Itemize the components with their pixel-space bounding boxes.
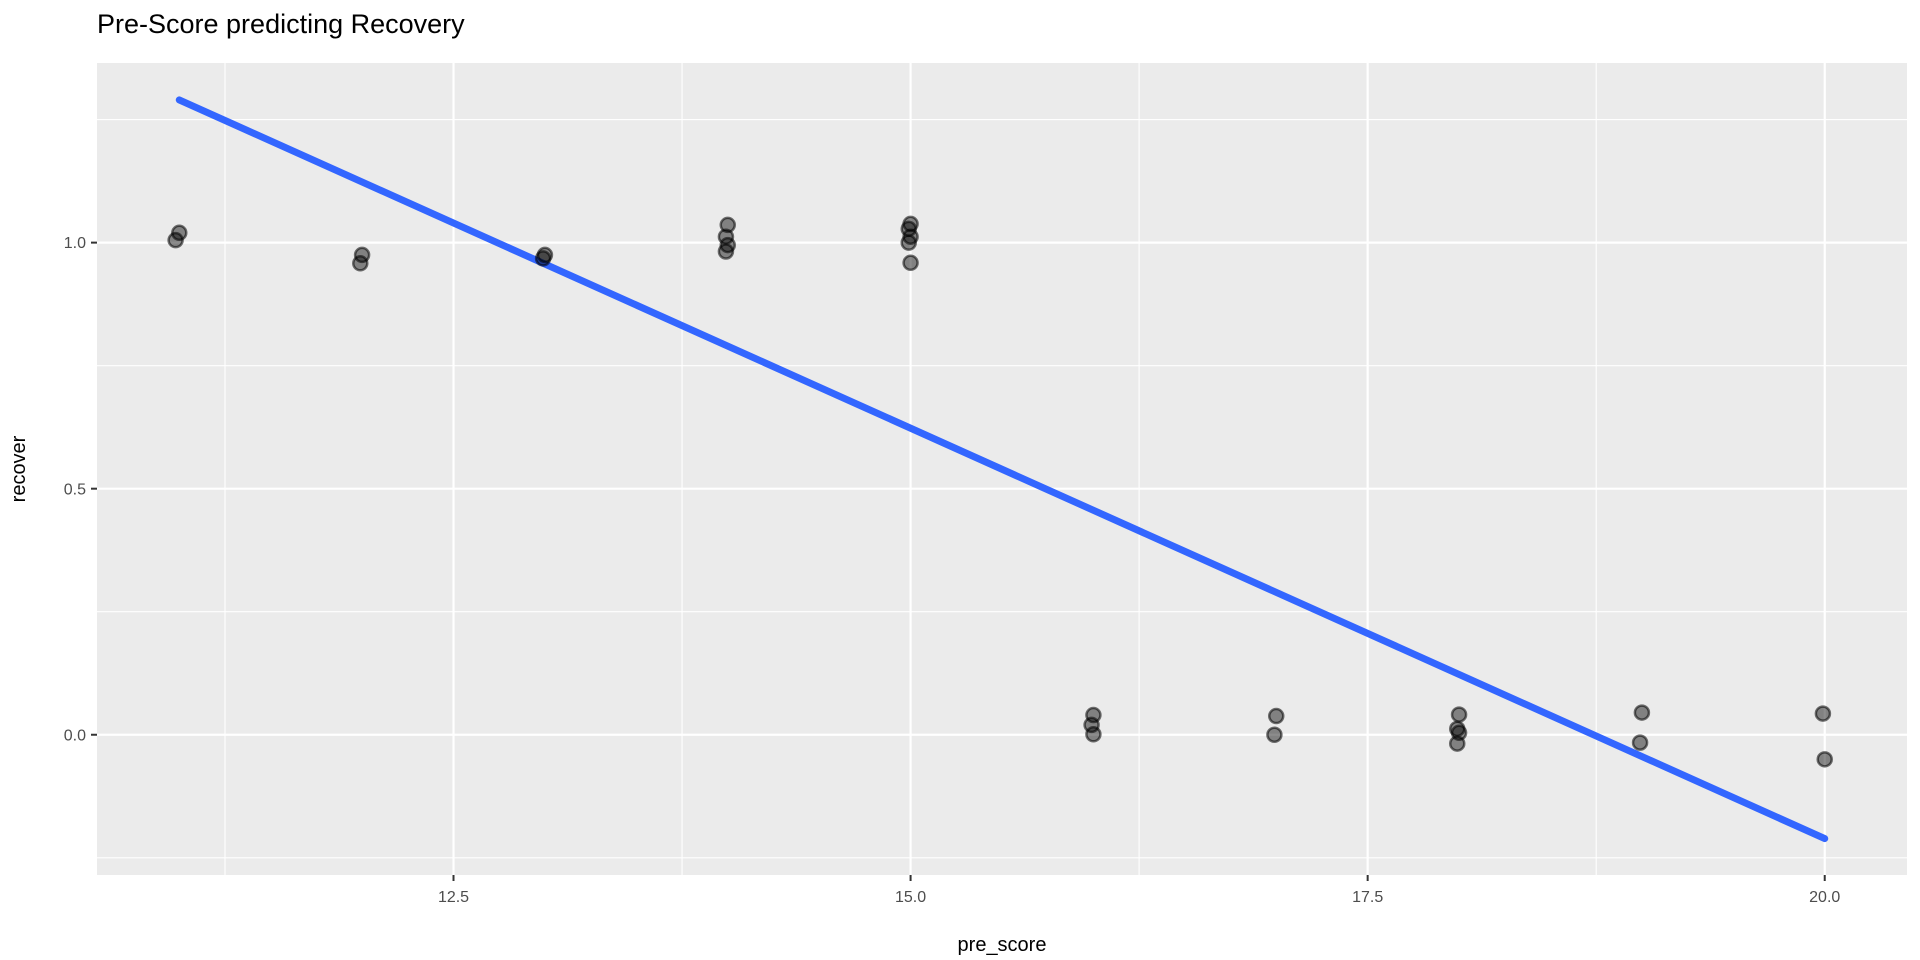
data-point bbox=[719, 216, 737, 234]
x-tick-label: 15.0 bbox=[895, 889, 926, 906]
data-point bbox=[1814, 705, 1832, 722]
data-point bbox=[902, 254, 919, 272]
data-point bbox=[1448, 735, 1466, 752]
data-point bbox=[167, 231, 184, 249]
data-point bbox=[1266, 726, 1283, 743]
y-tick-label: 0.5 bbox=[64, 481, 86, 498]
y-tick-label: 1.0 bbox=[64, 235, 86, 252]
x-tick-label: 20.0 bbox=[1809, 889, 1840, 906]
y-axis-title: recover bbox=[8, 435, 30, 502]
data-layer bbox=[167, 96, 1833, 843]
data-point bbox=[1633, 704, 1651, 721]
data-point bbox=[1816, 751, 1833, 768]
data-point bbox=[1450, 706, 1468, 723]
x-axis-title: pre_score bbox=[958, 934, 1047, 956]
data-point bbox=[1085, 726, 1102, 743]
data-point bbox=[1267, 707, 1285, 725]
grid-layer bbox=[97, 63, 1907, 875]
data-point bbox=[900, 234, 918, 251]
x-tick-label: 12.5 bbox=[438, 889, 469, 906]
data-point bbox=[534, 250, 552, 267]
regression-line bbox=[175, 96, 1829, 843]
axis-layer: 12.5 15.0 17.5 20.0 0.0 0.5 1.0 bbox=[64, 235, 1841, 906]
data-point bbox=[1631, 734, 1649, 751]
y-tick-label: 0.0 bbox=[64, 727, 86, 744]
data-point bbox=[352, 255, 369, 272]
data-point bbox=[717, 243, 735, 260]
plot-title: Pre-Score predicting Recovery bbox=[97, 9, 465, 39]
x-tick-label: 17.5 bbox=[1352, 889, 1383, 906]
